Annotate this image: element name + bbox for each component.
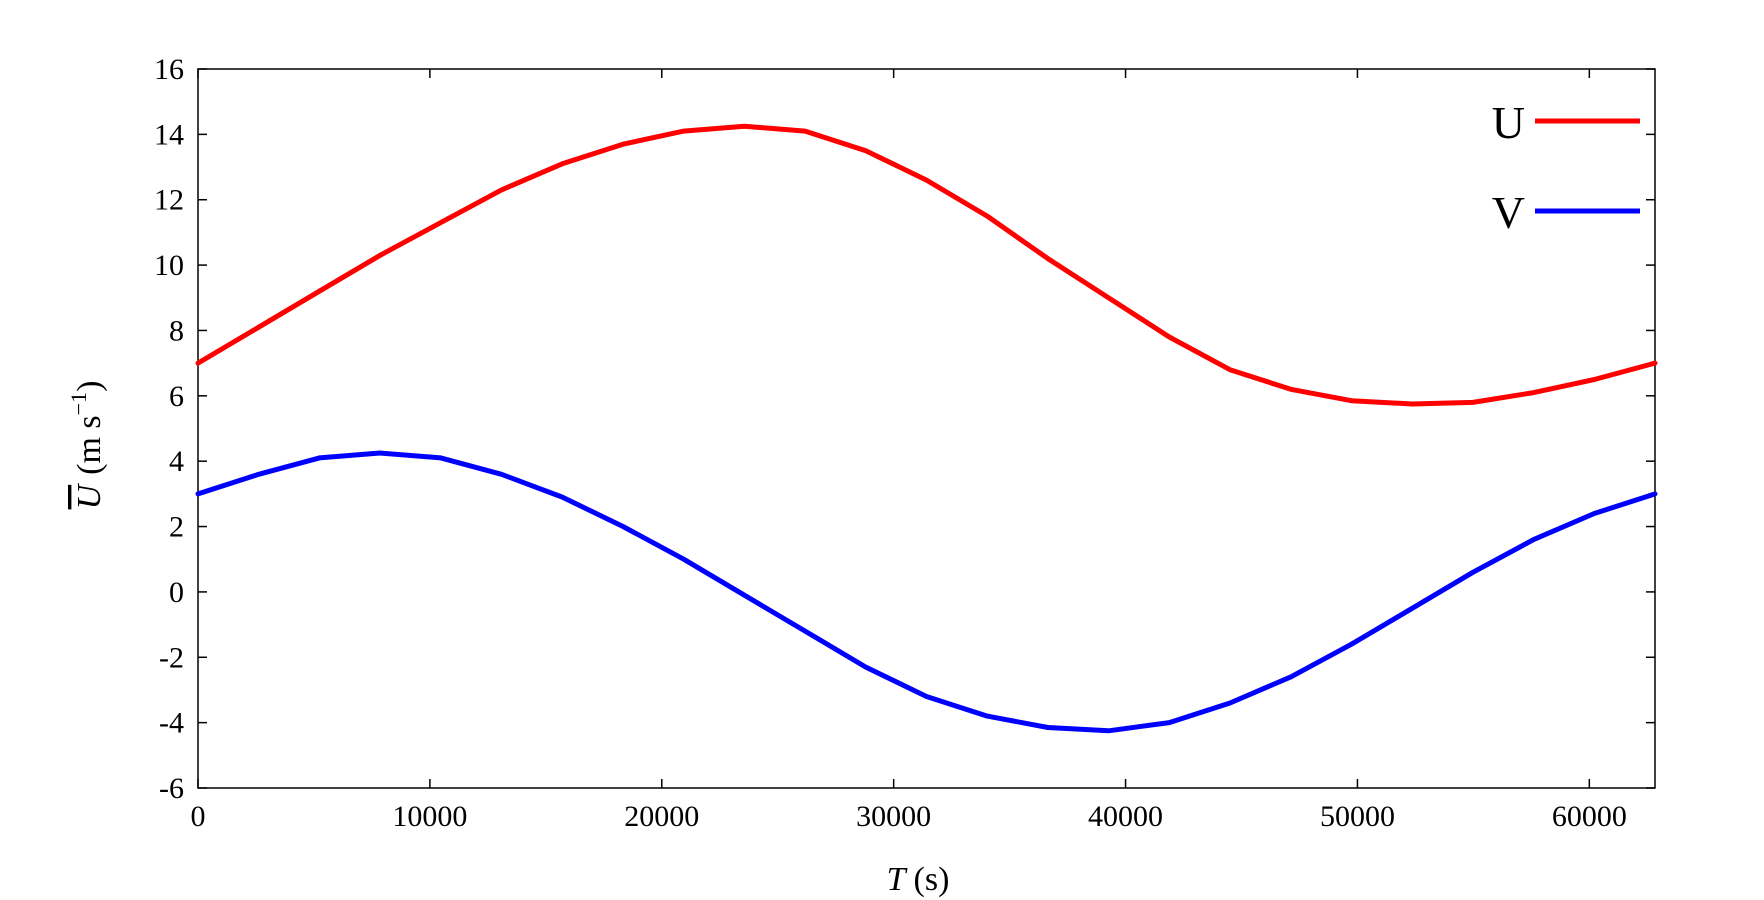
y-axis-label: U (m s−1) — [66, 381, 108, 510]
x-tick-label: 20000 — [624, 800, 699, 833]
x-axis-label: T (s) — [887, 861, 950, 898]
plot-frame — [197, 68, 1656, 789]
legend: U V — [1492, 97, 1640, 238]
y-axis-symbol: U — [71, 482, 108, 509]
y-tick-label: 16 — [154, 53, 184, 86]
y-axis-unit-exponent: −1 — [66, 392, 91, 415]
y-tick-label: 6 — [169, 380, 184, 413]
legend-label-u: U — [1492, 97, 1525, 148]
y-tick-label: -4 — [159, 707, 184, 740]
y-axis-label-group: U (m s−1) — [66, 381, 108, 510]
y-tick-label: 10 — [154, 249, 184, 282]
series-line-u — [195, 123, 1658, 407]
series-line-v — [195, 450, 1658, 734]
y-tick-label: 8 — [169, 314, 184, 347]
y-tick-label: 12 — [154, 184, 184, 217]
x-tick-label: 50000 — [1320, 800, 1395, 833]
axis-ticks: 0 10000 20000 30000 40000 50000 60000 -6 -4 -2 0 2 4… — [154, 53, 1655, 833]
y-tick-label: -6 — [159, 772, 184, 805]
plot-area — [197, 68, 1656, 789]
series-lines — [195, 123, 1658, 734]
x-tick-label: 40000 — [1088, 800, 1163, 833]
y-tick-label: 2 — [169, 511, 184, 544]
x-tick-label: 10000 — [392, 800, 467, 833]
legend-label-v: V — [1492, 187, 1525, 238]
y-tick-label: 4 — [169, 445, 184, 478]
y-tick-label: -2 — [159, 641, 184, 674]
x-tick-label: 60000 — [1552, 800, 1627, 833]
y-axis-unit-open: (m s — [71, 415, 108, 475]
x-tick-label: 30000 — [856, 800, 931, 833]
x-axis-symbol: T — [887, 861, 908, 898]
y-tick-label: 14 — [154, 118, 184, 151]
y-tick-label: 0 — [169, 576, 184, 609]
x-tick-label: 0 — [191, 800, 206, 833]
y-axis-unit-close: ) — [71, 381, 108, 392]
x-axis-unit: (s) — [914, 861, 950, 898]
